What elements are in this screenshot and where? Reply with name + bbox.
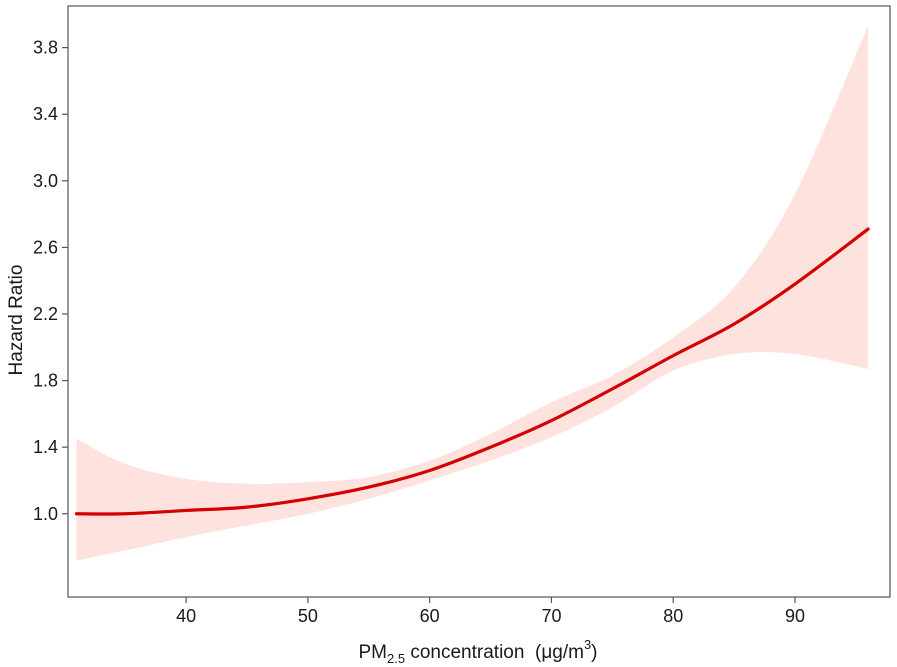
y-tick-label: 3.4 [33,104,58,124]
x-tick-label: 50 [298,606,318,626]
y-tick-label: 3.8 [33,38,58,58]
x-axis-title-superscript: 3 [584,637,591,652]
y-tick-label: 2.2 [33,304,58,324]
plot-frame [67,5,891,598]
y-tick-label: 3.0 [33,171,58,191]
x-tick-label: 70 [541,606,561,626]
x-axis-title: PM2.5 concentration (μg/m3) [359,637,598,666]
x-axis-title-subscript: 2.5 [387,651,405,666]
y-axis: 1.0 1.4 1.8 2.2 2.6 3.0 3.4 3.8 [33,38,68,524]
y-tick-label: 2.6 [33,237,58,257]
y-tick-label: 1.8 [33,371,58,391]
x-tick-label: 40 [176,606,196,626]
y-axis-title: Hazard Ratio [6,265,27,376]
y-tick-label: 1.0 [33,504,58,524]
x-tick-label: 90 [785,606,805,626]
y-tick-label: 1.4 [33,437,58,457]
x-tick-label: 60 [420,606,440,626]
x-axis-title-suffix: ) [591,642,597,663]
hazard-ratio-line [74,227,870,516]
x-axis-title-prefix: PM [359,642,388,663]
plot-area [67,5,891,598]
x-tick-label: 80 [663,606,683,626]
x-axis-title-middle: concentration (μg/m [405,642,584,663]
x-axis: 40 50 60 70 80 90 [176,597,805,626]
